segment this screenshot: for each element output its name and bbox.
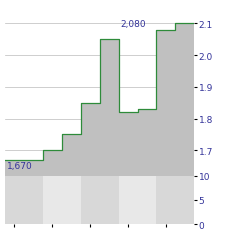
Bar (5, 176, 43, 224)
Bar (43, 176, 81, 224)
Bar (156, 176, 194, 224)
Text: 2,080: 2,080 (120, 20, 146, 29)
Bar (119, 176, 156, 224)
Text: 1,670: 1,670 (7, 162, 32, 170)
Bar (81, 176, 119, 224)
